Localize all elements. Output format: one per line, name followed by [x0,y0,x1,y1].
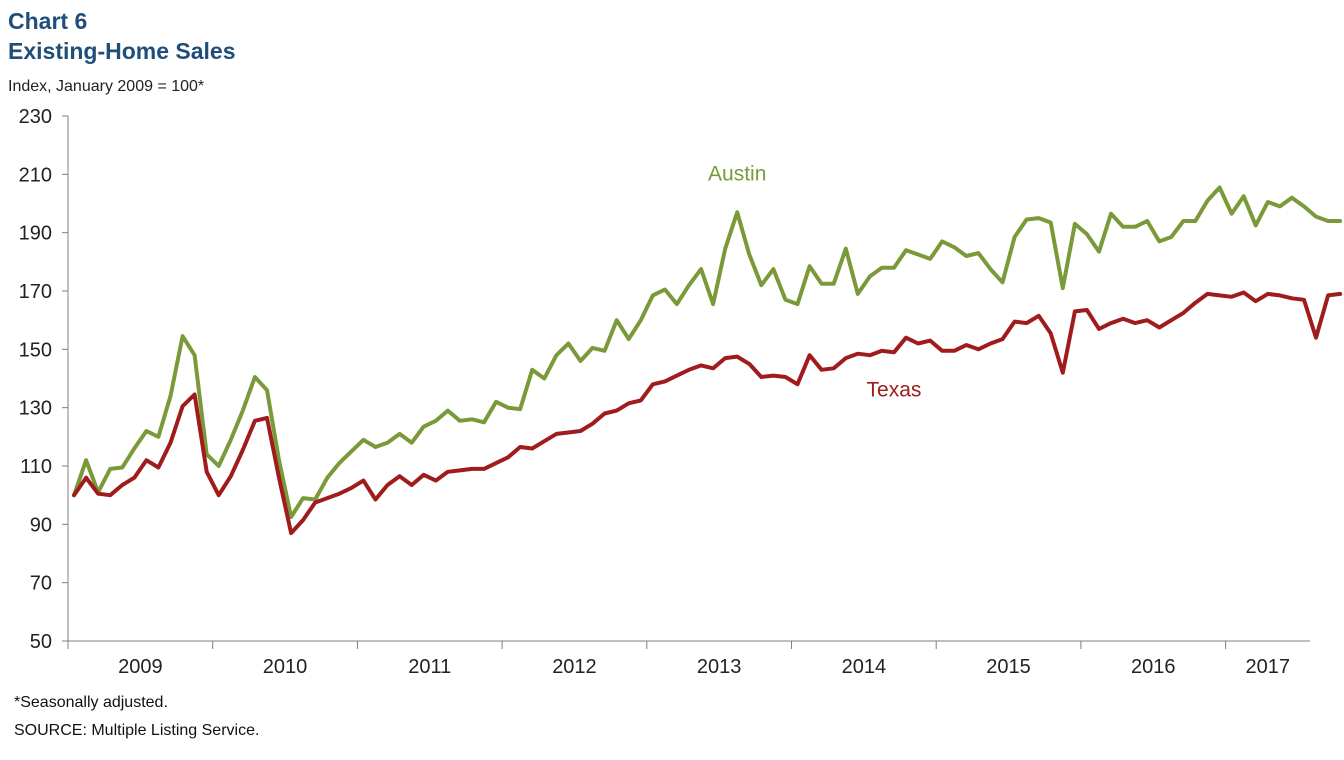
y-tick-label: 110 [20,456,52,478]
chart-number: Chart 6 [8,8,88,34]
x-tick-label: 2012 [552,656,597,678]
source-note: SOURCE: Multiple Listing Service. [14,722,260,739]
chart-subtitle: Index, January 2009 = 100* [8,78,205,95]
title-block: Chart 6 Existing-Home Sales [8,6,236,66]
y-tick-label: 130 [19,398,52,420]
series-labels: Austin Texas [708,162,921,401]
x-tick-label: 2010 [263,656,308,678]
series-line-texas [72,290,1343,536]
y-tick-label: 50 [30,631,52,653]
series-lines [72,185,1343,536]
y-tick-label: 210 [19,164,52,186]
x-tick-label: 2015 [986,656,1031,678]
y-tick-label: 90 [30,514,52,536]
y-tick-labels: 50 70 90 110 130 150 170 190 210 230 [19,106,52,653]
x-tick-label: 2009 [118,656,163,678]
y-tick-label: 170 [19,281,52,303]
y-tick-label: 230 [19,106,52,128]
chart-title: Existing-Home Sales [8,38,236,64]
y-tick-label: 70 [30,573,52,595]
footnote: *Seasonally adjusted. [14,694,168,711]
series-line-austin [72,185,1343,519]
y-tick-label: 150 [19,339,52,361]
series-label-texas: Texas [867,378,922,401]
series-label-austin: Austin [708,162,766,185]
x-tick-label: 2017 [1246,656,1291,678]
x-tick-labels: 2009 2010 2011 2012 2013 2014 2015 2016 2017 [118,656,1290,678]
x-tick-label: 2016 [1131,656,1176,678]
x-tick-label: 2014 [842,656,887,678]
x-tick-label: 2011 [408,656,451,678]
chart-axes [62,115,1310,649]
y-tick-label: 190 [19,223,52,245]
x-tick-label: 2013 [697,656,742,678]
